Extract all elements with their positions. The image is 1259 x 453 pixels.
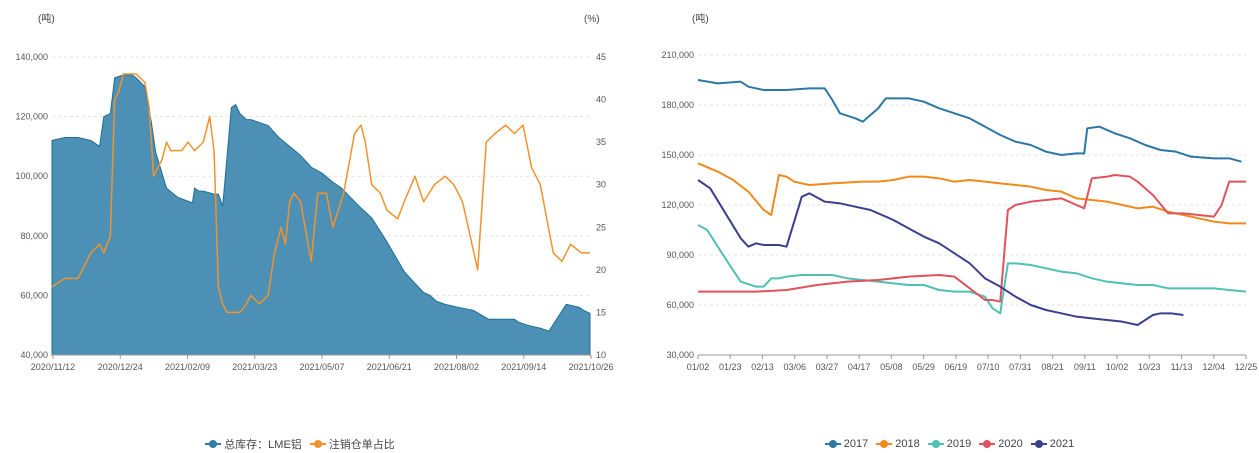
y-tick-label-left: 120,000 — [15, 112, 48, 122]
legend-label: 2018 — [895, 438, 920, 450]
x-tick-label: 2021/08/02 — [434, 362, 479, 372]
legend-marker-icon — [979, 439, 996, 449]
legend-marker-icon — [205, 439, 222, 449]
y-axis-unit: (吨) — [692, 12, 709, 25]
legend-item[interactable]: 总库存：LME铝 — [205, 436, 302, 452]
x-tick-label: 04/17 — [848, 362, 871, 372]
y-tick-label-right: 40 — [596, 95, 606, 105]
series-line-2021 — [697, 179, 1184, 326]
y-tick-label: 120,000 — [661, 200, 694, 210]
y-axis-unit-left: (吨) — [38, 12, 55, 25]
x-tick-label: 2021/06/21 — [367, 362, 412, 372]
left-chart-panel: 140,000 120,000 100,000 80,000 60,000 40,000 4… — [0, 0, 613, 453]
legend-item[interactable]: 2021 — [1030, 436, 1075, 452]
series-line-2020 — [698, 174, 1246, 303]
legend-label: 2020 — [998, 438, 1023, 450]
series-line-2019 — [697, 224, 1247, 315]
y-tick-label-right: 25 — [596, 222, 606, 232]
x-tick-label: 07/31 — [1009, 362, 1032, 372]
x-tick-label: 2021/10/26 — [568, 362, 613, 372]
legend-marker-icon — [309, 439, 326, 449]
x-tick-label: 12/25 — [1235, 362, 1258, 372]
y-tick-label-right: 45 — [596, 52, 606, 62]
legend-label: 2021 — [1049, 438, 1075, 450]
y-tick-label: 150,000 — [661, 150, 694, 160]
x-tick-label: 01/02 — [687, 362, 710, 372]
x-tick-label: 2021/02/09 — [165, 362, 210, 372]
y-tick-label-left: 80,000 — [20, 231, 48, 241]
right-chart-panel: 210,000 180,000 150,000 120,000 90,000 60,000… — [640, 0, 1259, 453]
y-tick-label: 210,000 — [661, 50, 694, 60]
legend-label: 总库存：LME铝 — [224, 439, 302, 451]
y-tick-label-right: 30 — [596, 180, 606, 190]
y-tick-label: 30,000 — [666, 350, 694, 360]
series-line-cancelled-warrant-ratio — [51, 73, 590, 314]
y-axis-unit-right: (%) — [584, 14, 600, 25]
y-tick-label-right: 35 — [596, 137, 606, 147]
legend-item[interactable]: 2020 — [979, 436, 1023, 452]
x-tick-label: 2021/05/07 — [299, 362, 344, 372]
legend-marker-icon — [876, 439, 893, 449]
y-tick-label-right: 10 — [596, 350, 606, 360]
series-line-2018 — [697, 162, 1246, 225]
x-tick-label: 02/13 — [751, 362, 774, 372]
y-tick-label-right: 15 — [596, 307, 606, 317]
x-tick-label: 2020/12/24 — [98, 362, 143, 372]
y-tick-label-left: 100,000 — [15, 171, 48, 181]
left-chart-legend: 总库存：LME铝 注销仓单占比 — [0, 436, 600, 452]
x-tick-label: 2020/11/12 — [31, 362, 75, 372]
legend-item[interactable]: 注销仓单占比 — [309, 436, 395, 452]
y-tick-label-left: 140,000 — [15, 52, 48, 62]
x-tick-label: 2021/03/23 — [232, 362, 277, 372]
x-tick-label: 06/19 — [945, 362, 968, 372]
legend-label: 注销仓单占比 — [328, 439, 395, 451]
legend-item[interactable]: 2018 — [876, 436, 920, 452]
legend-label: 2017 — [843, 438, 869, 450]
series-line-2017 — [697, 79, 1242, 163]
right-chart-legend: 2017 2018 2019 2020 2021 — [640, 436, 1259, 452]
x-tick-label: 09/11 — [1074, 362, 1096, 372]
y-tick-label: 180,000 — [661, 100, 694, 110]
x-tick-label: 05/29 — [912, 362, 935, 372]
x-tick-label: 10/23 — [1138, 362, 1161, 372]
y-tick-label-left: 60,000 — [20, 290, 48, 300]
x-tick-label: 07/10 — [977, 362, 1000, 372]
y-tick-label: 90,000 — [666, 250, 694, 260]
x-tick-label: 03/06 — [783, 362, 806, 372]
x-tick-label: 08/21 — [1041, 362, 1064, 372]
legend-label: 2019 — [946, 438, 972, 450]
x-tick-label: 10/02 — [1106, 362, 1129, 372]
x-tick-label: 11/13 — [1171, 362, 1193, 372]
y-tick-label-right: 20 — [596, 265, 606, 275]
x-tick-label: 01/23 — [719, 362, 742, 372]
y-tick-label-left: 40,000 — [20, 350, 48, 360]
x-tick-label: 12/04 — [1202, 362, 1225, 372]
x-tick-label: 03/27 — [816, 362, 839, 372]
legend-item[interactable]: 2017 — [824, 436, 869, 452]
legend-marker-icon — [1030, 439, 1047, 449]
x-tick-label: 2021/09/14 — [501, 362, 546, 372]
legend-marker-icon — [927, 439, 944, 449]
y-tick-label: 60,000 — [666, 300, 694, 310]
x-tick-label: 05/08 — [880, 362, 903, 372]
series-area-lme-inventory — [51, 74, 591, 356]
legend-marker-icon — [824, 439, 841, 449]
inventory-ratio-chart: 140,000 120,000 100,000 80,000 60,000 40,000 4… — [15, 12, 613, 372]
seasonal-inventory-chart: 210,000 180,000 150,000 120,000 90,000 60,000… — [661, 12, 1258, 372]
legend-item[interactable]: 2019 — [927, 436, 972, 452]
